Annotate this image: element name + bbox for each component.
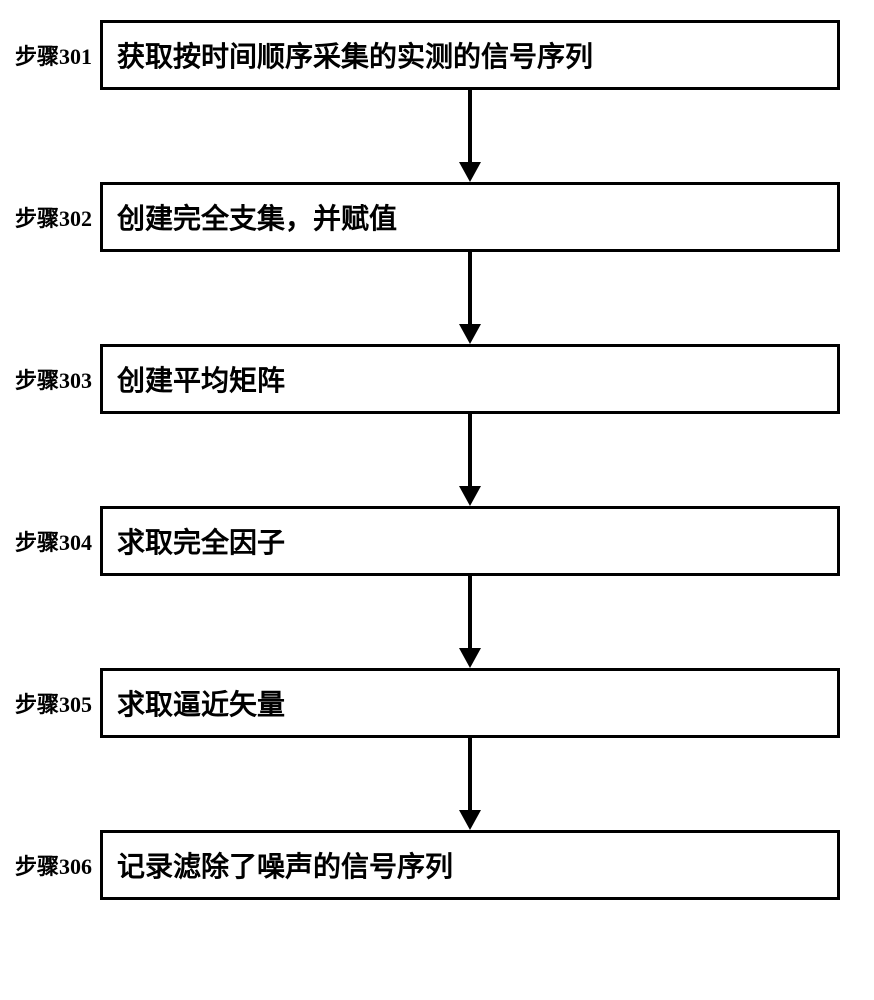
arrow xyxy=(0,414,874,506)
step-label: 步骤305 xyxy=(0,687,100,719)
flowchart-container: 步骤301 获取按时间顺序采集的实测的信号序列 步骤302 创建完全支集，并赋值… xyxy=(0,0,874,1000)
step-box: 记录滤除了噪声的信号序列 xyxy=(100,830,840,900)
step-row: 步骤303 创建平均矩阵 xyxy=(0,344,874,414)
arrow xyxy=(0,738,874,830)
arrow xyxy=(0,576,874,668)
step-box: 求取完全因子 xyxy=(100,506,840,576)
step-box: 获取按时间顺序采集的实测的信号序列 xyxy=(100,20,840,90)
step-box: 求取逼近矢量 xyxy=(100,668,840,738)
step-label: 步骤302 xyxy=(0,201,100,233)
step-row: 步骤305 求取逼近矢量 xyxy=(0,668,874,738)
arrow xyxy=(0,252,874,344)
step-label: 步骤304 xyxy=(0,525,100,557)
arrow xyxy=(0,90,874,182)
step-row: 步骤301 获取按时间顺序采集的实测的信号序列 xyxy=(0,20,874,90)
step-row: 步骤302 创建完全支集，并赋值 xyxy=(0,182,874,252)
step-box: 创建完全支集，并赋值 xyxy=(100,182,840,252)
step-label: 步骤303 xyxy=(0,363,100,395)
step-row: 步骤304 求取完全因子 xyxy=(0,506,874,576)
step-box: 创建平均矩阵 xyxy=(100,344,840,414)
step-row: 步骤306 记录滤除了噪声的信号序列 xyxy=(0,830,874,900)
step-label: 步骤301 xyxy=(0,39,100,71)
step-label: 步骤306 xyxy=(0,849,100,881)
